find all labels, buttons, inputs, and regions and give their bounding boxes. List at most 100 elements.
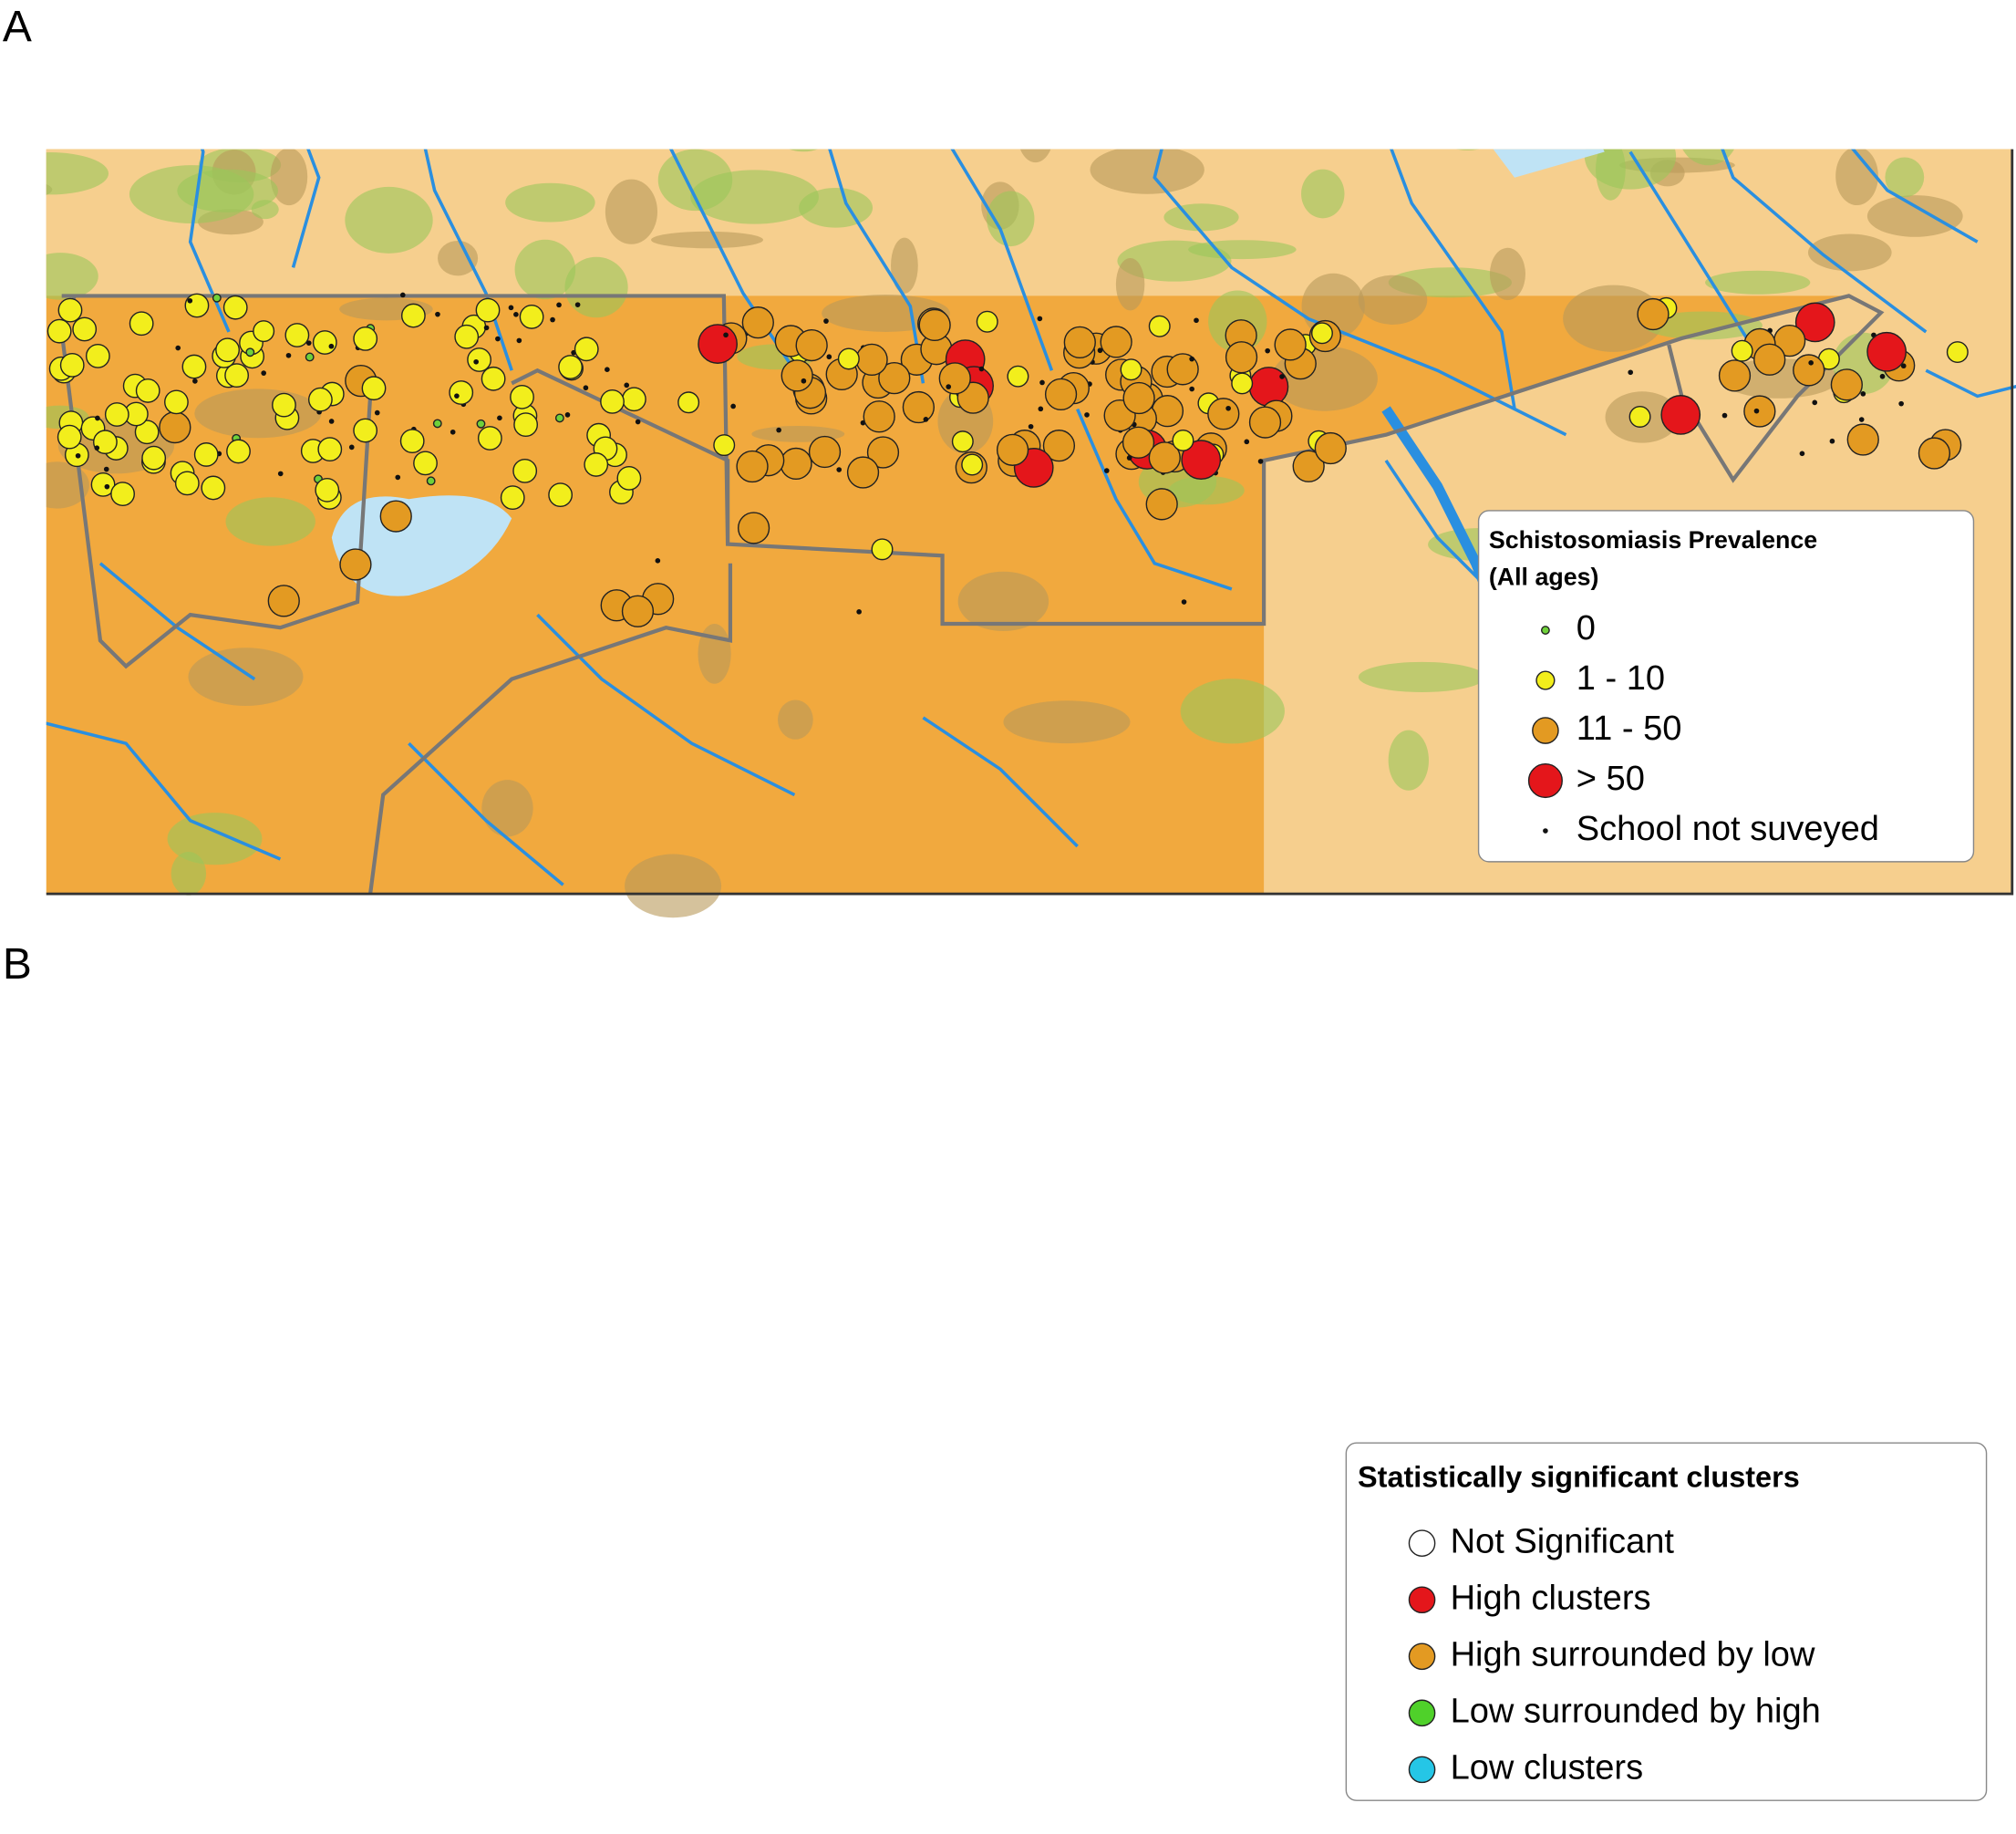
legend-label: Low surrounded by high [1451,1692,1821,1730]
legend-label: High surrounded by low [1451,1635,1815,1673]
vegetation [194,389,322,439]
site-marker [454,1338,477,1361]
vegetation [46,253,98,300]
site-marker [59,352,85,378]
site-marker [442,1223,465,1246]
river [950,149,1054,371]
site-marker [1046,1338,1069,1361]
river [46,721,282,861]
site-marker [902,1385,925,1408]
site-marker [1155,1365,1178,1388]
vegetation [1359,1213,1428,1262]
site-marker [563,1425,585,1447]
school-dot [95,415,100,421]
lake [1493,149,1605,178]
site-marker [453,1298,476,1321]
site-marker [249,1311,272,1334]
vegetation [1563,1223,1664,1290]
site-marker [1065,1347,1088,1370]
site-marker [1168,1359,1191,1382]
school-dot [826,354,832,360]
vegetation [1091,1083,1204,1131]
river [1154,1012,1566,1373]
site-marker [563,1275,586,1298]
site-marker [781,359,813,392]
site-marker [1292,450,1325,482]
site-marker [1041,1256,1064,1279]
site-marker [1036,1349,1059,1372]
site-marker [599,1232,622,1255]
site-marker [595,1404,618,1427]
vegetation [605,1117,657,1182]
site-marker [1107,1387,1130,1410]
school-dot [1181,599,1187,605]
site-marker [1038,1319,1060,1342]
river [291,149,321,268]
site-marker [1041,1372,1064,1394]
vegetation [1208,1228,1266,1290]
school-dot [435,311,440,317]
site-marker [184,293,210,318]
vegetation [1596,149,1626,201]
school-dot [1879,373,1886,379]
site-marker [239,1263,262,1286]
school-dot [508,305,514,311]
site-marker [1891,1384,1914,1407]
site-marker [626,1222,649,1245]
site-marker [442,1313,465,1336]
site-marker [970,1326,993,1349]
river [178,1012,229,1269]
site-marker [1647,1285,1670,1308]
vegetation [438,240,479,276]
school-dot [574,302,581,307]
school-dot [655,557,661,564]
school-dot [104,483,110,490]
lake [332,1433,512,1533]
site-marker [466,1248,489,1270]
river [1823,1051,1977,1179]
site-marker [147,1260,170,1283]
site-marker [42,1297,65,1320]
legend-marker [1408,1642,1436,1671]
site-marker [428,1238,450,1261]
school-dot [556,302,562,308]
vegetation [837,132,926,149]
site-marker [605,1260,628,1283]
site-marker [1619,1280,1642,1303]
vegetation [481,780,533,837]
school-dot [801,378,807,384]
site-marker [411,1372,434,1394]
site-marker [1794,302,1835,343]
river [1390,149,1516,409]
vegetation [1705,270,1811,295]
site-marker [226,1258,249,1280]
site-marker [597,1391,620,1414]
site-marker [1241,1299,1264,1321]
legend-title: Schistosomiasis Prevalence [1489,526,1817,554]
vegetation [789,149,818,152]
site-marker [745,1290,768,1313]
site-marker [159,410,191,444]
vegetation [46,184,53,195]
site-marker [181,1383,203,1405]
site-marker [780,447,812,481]
site-marker [1622,1290,1645,1313]
vegetation [1188,1177,1297,1197]
site-marker [1248,1380,1271,1403]
legend-box [1345,1442,1988,1801]
site-marker [563,1374,586,1397]
site-marker [1297,1265,1319,1288]
site-marker [725,1381,748,1404]
school-dot [978,366,985,372]
river [1721,149,1928,334]
site-marker [303,1313,326,1336]
site-marker [924,1285,946,1308]
school-dot [1189,356,1194,362]
site-marker [1227,1295,1250,1318]
site-marker [1045,1379,1068,1402]
site-marker [871,538,894,561]
vegetation [188,1585,303,1643]
vegetation [773,1046,834,1089]
site-marker [1152,1381,1174,1404]
site-marker [532,1413,555,1435]
